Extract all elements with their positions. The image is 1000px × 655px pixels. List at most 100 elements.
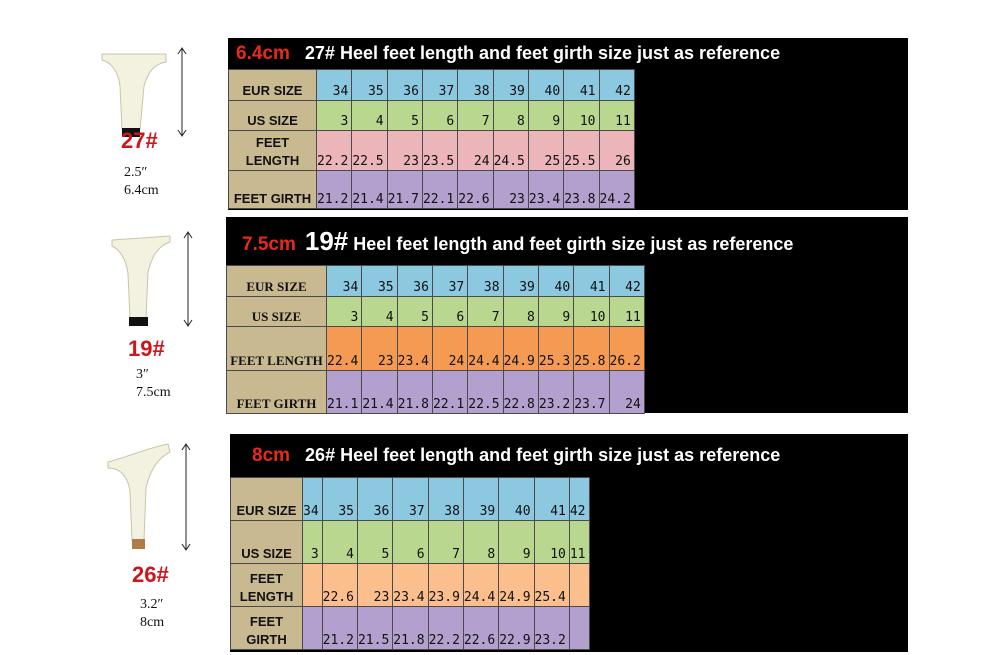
cell-length: 24.4 [467,326,504,371]
cell-length: 24.9 [502,326,539,371]
cell-girth: 23.8 [563,170,600,209]
chart-header: 8cm 26# Heel feet length and feet girth … [230,434,908,477]
cell-eur: 34 [325,265,363,297]
cell-girth: 22.8 [502,370,539,414]
cell-eur: 36 [396,265,433,297]
heel-19-illustration [108,228,198,328]
size-chart-19: 7.5cm 19# Heel feet length and feet girt… [226,217,908,414]
cell-girth: 23.2 [537,370,575,414]
cell-eur: 35 [321,477,358,521]
size-table: EUR SIZE 34 35 36 37 38 39 40 41 42 US SIZE 3 4 5 6 7 8… [230,477,590,650]
label-length: FEET LENGTH [226,326,327,371]
heel-cm: 7.5cm [136,385,171,400]
chart-title: Heel feet length and feet girth size jus… [339,43,781,63]
cell-girth: 21.8 [392,606,429,650]
cell-girth: 21.4 [361,370,398,414]
cell-eur: 39 [502,265,539,297]
chart-title: Heel feet length and feet girth size jus… [340,445,781,465]
cell-girth: 24 [608,370,645,414]
cell-eur: 38 [467,265,504,297]
cell-length: 24.4 [462,563,500,607]
cell-eur: 40 [498,477,535,521]
cell-girth: 22.6 [457,170,494,209]
cell-us: 3 [325,296,363,327]
row-girth: FEET GIRTH 21.2 21.5 21.8 22.2 22.6 22.9 23.2 [230,606,590,650]
label-length: FEET LENGTH [230,563,303,607]
cell-length: 23 [361,326,398,371]
cell-eur: 37 [392,477,429,521]
cell-length: 23 [386,130,423,171]
cell-eur: 40 [527,69,565,101]
cell-length: 26 [598,130,635,171]
cell-girth: 21.2 [315,170,353,209]
heel-code-26: 26# [132,562,169,587]
cell-eur: 41 [573,265,610,297]
heel-inch: 3″ [136,367,149,382]
cell-girth: 23.2 [533,606,570,650]
label-eur: EUR SIZE [226,265,327,297]
cell-length: 22.5 [351,130,388,171]
cell-length: 24.9 [498,563,535,607]
cell-us: 8 [502,296,539,327]
cell-eur: 35 [351,69,388,101]
label-length: FEET LENGTH [228,130,317,171]
cell-us: 11 [598,100,635,131]
cell-us: 11 [608,296,645,327]
cell-eur: 34 [302,477,323,521]
cell-us: 5 [386,100,423,131]
cell-us: 10 [573,296,610,327]
row-eur: EUR SIZE 34 35 36 37 38 39 40 41 42 [226,265,645,297]
cell-eur: 41 [533,477,570,521]
row-girth: FEET GIRTH 21.1 21.4 21.8 22.1 22.5 22.8 23.2 23… [226,370,645,414]
row-eur: EUR SIZE 34 35 36 37 38 39 40 41 42 [228,69,635,101]
row-eur: EUR SIZE 34 35 36 37 38 39 40 41 42 [230,477,590,521]
cell-length [302,563,323,607]
size-chart-26: 8cm 26# Heel feet length and feet girth … [230,434,908,652]
cell-length: 23.5 [421,130,459,171]
cell-length: 24 [431,326,469,371]
cell-eur: 40 [537,265,575,297]
cell-girth: 22.1 [421,170,459,209]
cell-eur: 42 [568,477,590,521]
cell-girth: 21.4 [351,170,388,209]
cell-us: 9 [498,520,535,564]
cell-us: 4 [361,296,398,327]
row-girth: FEET GIRTH 21.2 21.4 21.7 22.1 22.6 23 23.4 23.8… [228,170,635,209]
chart-heel-height: 7.5cm [242,234,296,255]
cell-eur: 39 [492,69,529,101]
row-us: US SIZE 3 4 5 6 7 8 9 10 11 [228,100,635,131]
cell-us: 9 [527,100,565,131]
chart-header: 6.4cm 27# Heel feet length and feet girt… [228,38,908,69]
cell-us: 7 [457,100,494,131]
cell-us: 6 [421,100,459,131]
row-length: FEET LENGTH 22.6 23 23.4 23.9 24.4 24.9 25.4 [230,563,590,607]
row-length: FEET LENGTH 22.4 23 23.4 24 24.4 24.9 25.3 25.8 2… [226,326,645,371]
label-girth: FEET GIRTH [230,606,303,650]
row-length: FEET LENGTH 22.2 22.5 23 23.5 24 24.5 25 25.5 26 [228,130,635,171]
cell-girth [568,606,590,650]
cell-eur: 35 [361,265,398,297]
cell-girth: 21.5 [356,606,394,650]
cell-eur: 38 [457,69,494,101]
cell-us: 5 [356,520,394,564]
cell-length: 23.4 [396,326,433,371]
heel-dim-26: 3.2″ 8cm [140,596,164,632]
cell-us: 6 [392,520,429,564]
cell-eur: 34 [315,69,353,101]
cell-length: 22.4 [325,326,363,371]
cell-us: 5 [396,296,433,327]
cell-us: 10 [533,520,570,564]
cell-girth: 24.2 [598,170,635,209]
row-us: US SIZE 3 4 5 6 7 8 9 10 11 [226,296,645,327]
size-table: EUR SIZE 34 35 36 37 38 39 40 41 42 US SIZE 3 4 5 6 7 8… [228,69,635,209]
cell-us: 10 [563,100,600,131]
cell-length: 23.9 [427,563,464,607]
cell-us: 11 [568,520,590,564]
heel-inch: 2.5″ [124,165,148,180]
cell-girth: 22.6 [462,606,500,650]
cell-eur: 36 [356,477,394,521]
cell-us: 3 [315,100,353,131]
heel-dim-19: 3″ 7.5cm [136,366,171,402]
chart-heel-height: 6.4cm [236,43,290,64]
size-table: EUR SIZE 34 35 36 37 38 39 40 41 42 US SIZE 3 4 5 6 7 8… [226,265,645,414]
